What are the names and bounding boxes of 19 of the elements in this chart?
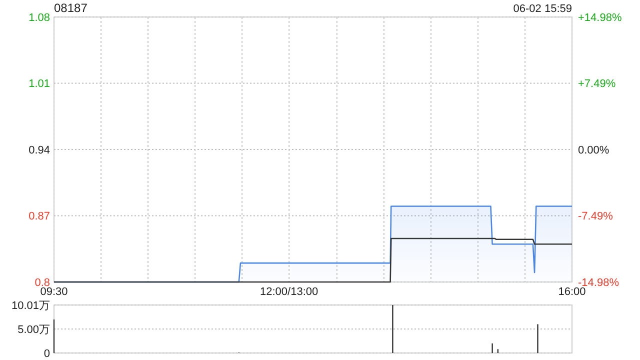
y2-tick-label: +14.98% [578,12,622,24]
y2-tick-label: +7.49% [578,78,616,90]
y-tick-label: 0.8 [34,276,50,289]
y-tick-label: 0.87 [28,210,50,223]
y-tick-label: 5.00万 [18,324,50,336]
y-tick-label: 0.94 [28,144,50,156]
x-tick-label: 09:30 [40,286,68,298]
y-tick-label: 10.01万 [11,300,50,312]
x-tick-label: 12:00/13:00 [260,286,318,298]
y-tick-label: 0 [44,348,50,360]
y2-tick-label: 0.00% [578,144,610,156]
y2-tick-label: -14.98% [578,276,620,289]
y-tick-label: 1.08 [28,12,50,24]
y-tick-label: 1.01 [28,78,50,90]
y2-tick-label: -7.49% [578,210,614,223]
chart-title: 08187 [54,1,88,15]
text: 06-02 15:59 [513,3,572,15]
x-tick-label: 16:00 [558,286,586,298]
line-series [53,238,573,283]
